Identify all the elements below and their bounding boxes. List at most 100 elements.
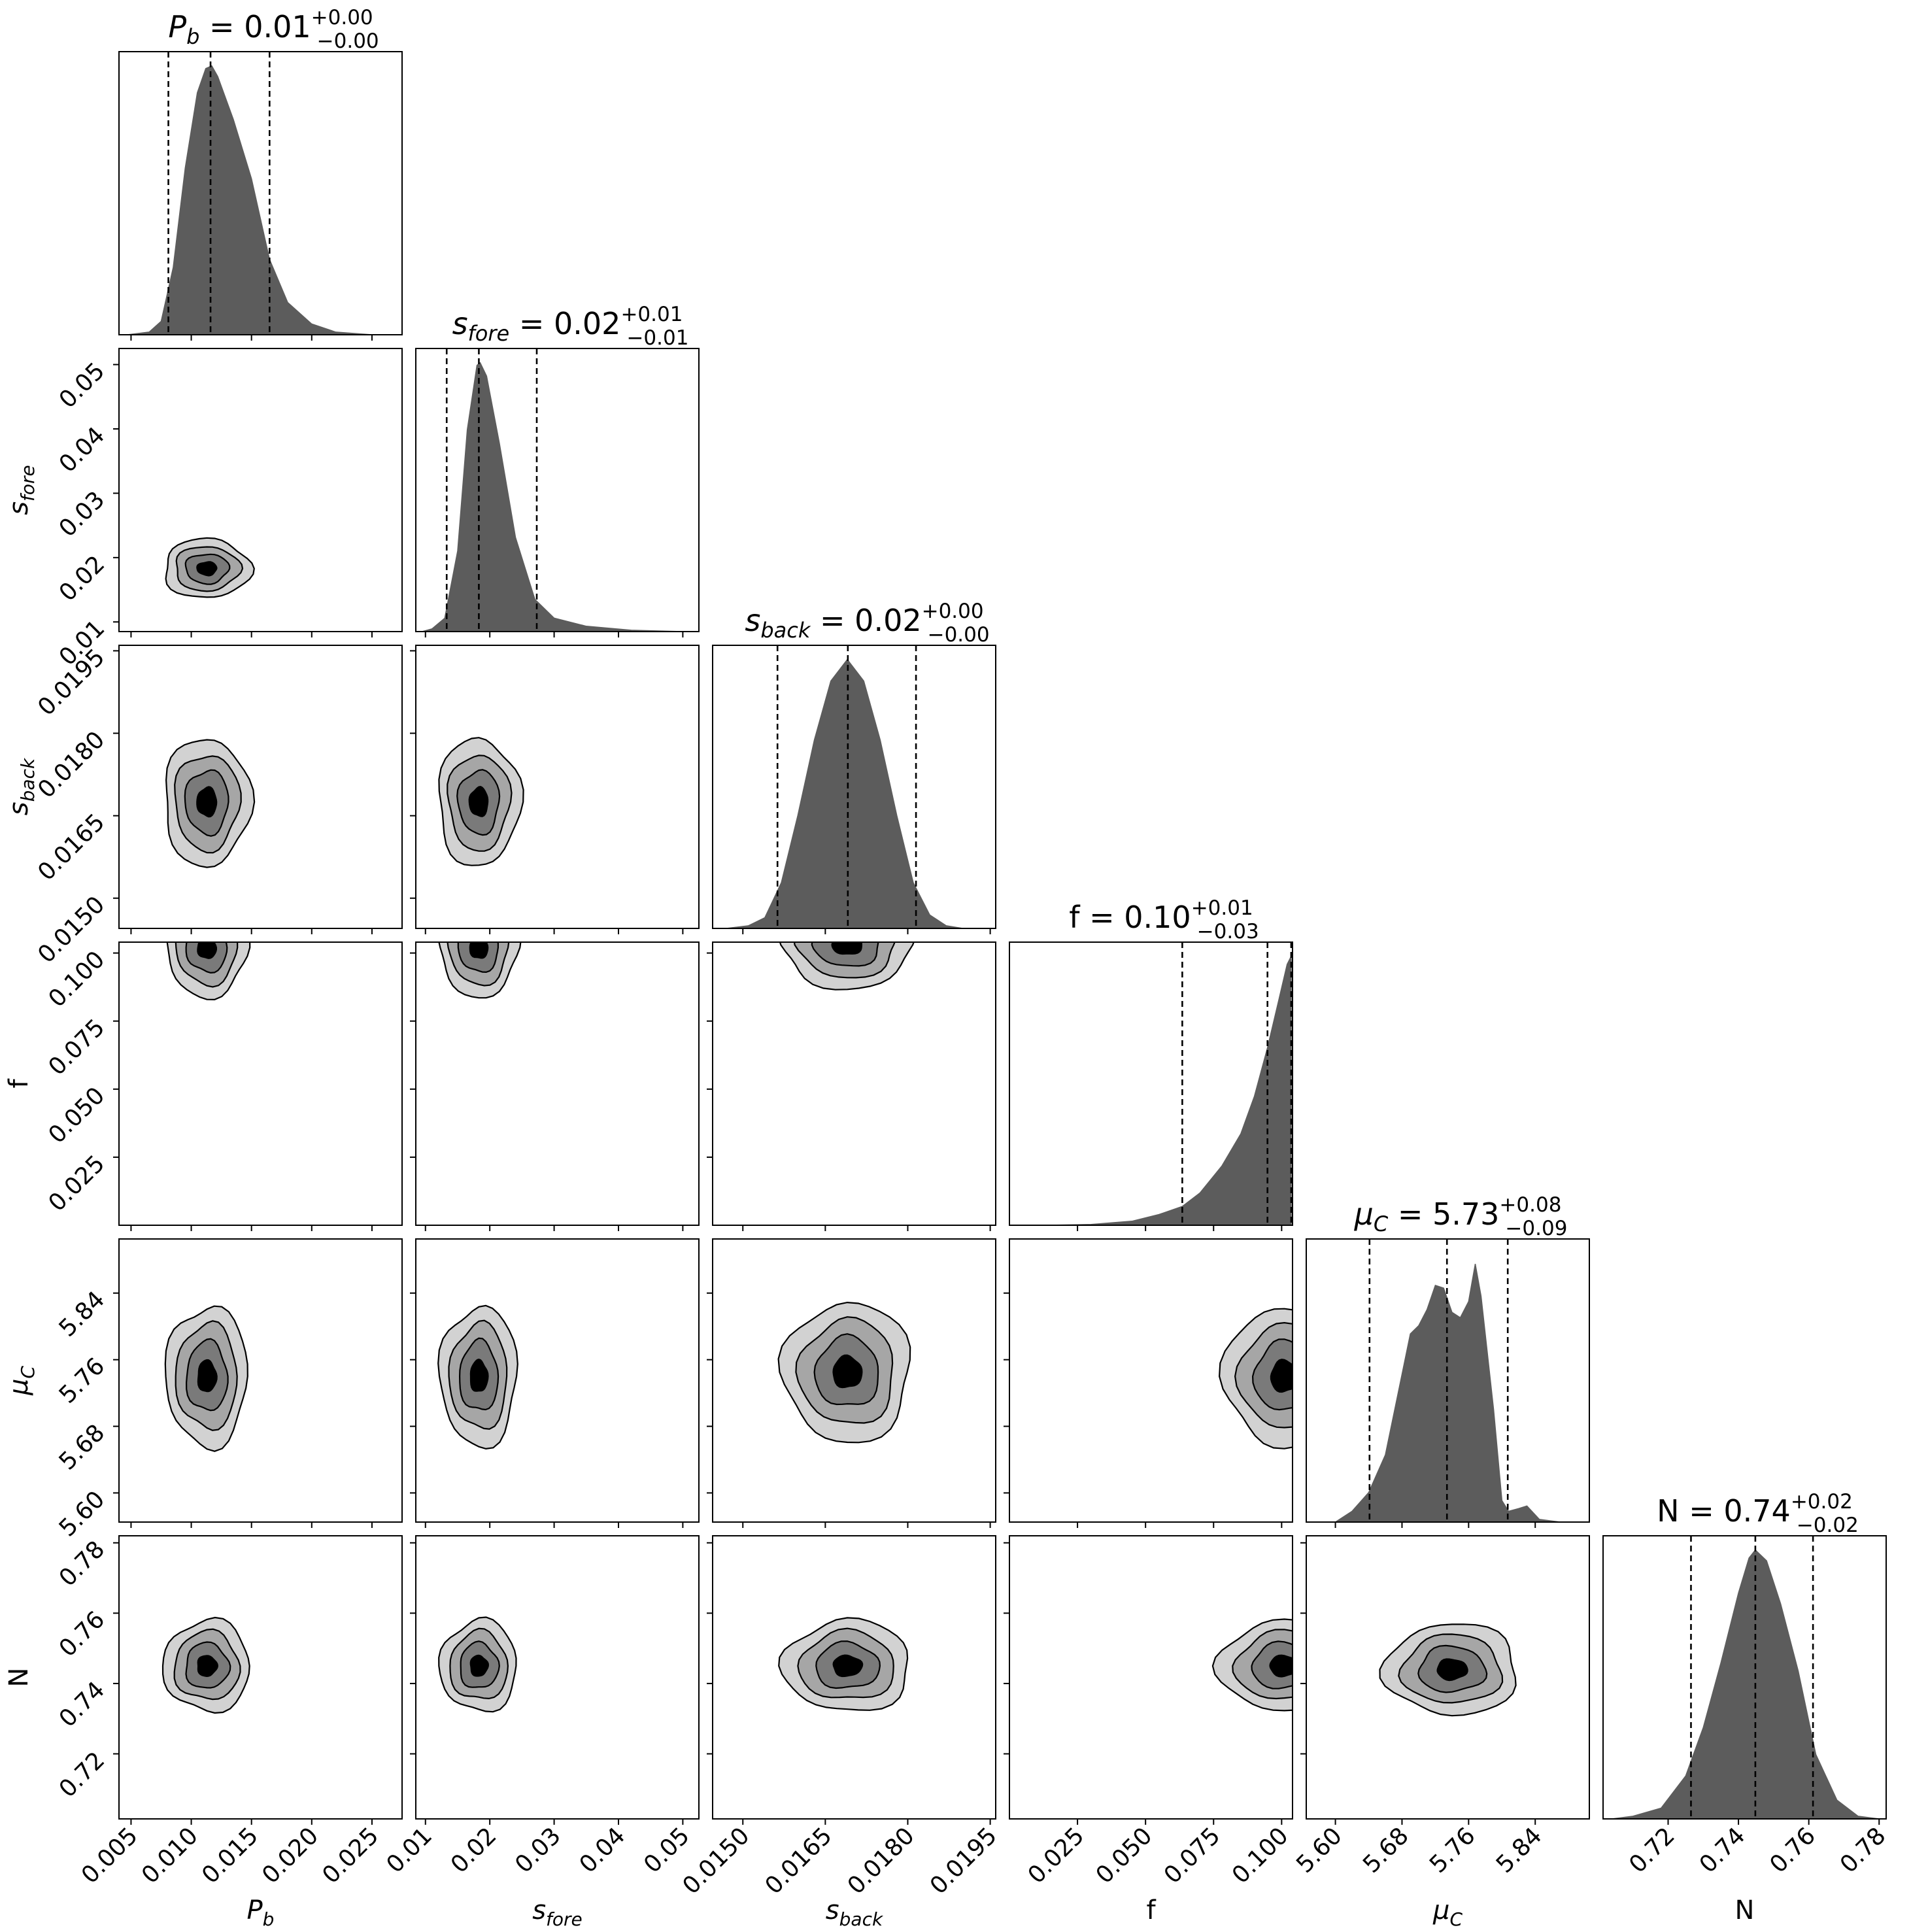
contours-muC-sback	[777, 1301, 911, 1444]
contour-level-3	[469, 1359, 489, 1392]
x-axis-label-muC: μC	[1432, 1895, 1463, 1930]
contours-f-sfore	[438, 942, 522, 999]
x-tick-label-sback-0: 0.0150	[678, 1822, 755, 1899]
joint-panel-sback-Pb	[165, 739, 256, 868]
contours-N-Pb	[161, 1616, 250, 1714]
joint-panel-muC-f	[1218, 1308, 1293, 1449]
title-sfore: sfore = 0.02+0.01 −0.01	[452, 303, 689, 350]
contour-level-3	[468, 786, 489, 817]
x-tick-label-f-0: 0.025	[1023, 1822, 1090, 1889]
marginal-panel-sback: sback = 0.02+0.00 −0.00	[726, 600, 990, 929]
joint-panel-N-muC	[1379, 1623, 1517, 1717]
y-tick-label-N-0: 0.72	[54, 1747, 110, 1803]
x-tick-label-Pb-1: 0.010	[137, 1822, 203, 1889]
panel-frame-5-5	[1602, 1535, 1887, 1820]
x-axis-f: 0.025 0.050 0.075 0.100 f	[1023, 1822, 1294, 1925]
x-axis-label-N: N	[1735, 1895, 1755, 1925]
panel-frame-1-0	[118, 348, 403, 632]
panel-frame-4-2	[712, 1238, 996, 1523]
y-tick-label-muC-0: 5.60	[54, 1486, 110, 1542]
y-axis-label-N: N	[4, 1668, 34, 1687]
x-axis-label-sfore: sfore	[532, 1895, 583, 1930]
contours-muC-sfore	[437, 1304, 518, 1450]
title-Pb: Pb = 0.01+0.00 −0.00	[168, 6, 379, 53]
x-tick-label-sfore-3: 0.04	[575, 1822, 631, 1878]
contours-sback-sfore	[438, 737, 524, 866]
contours-N-muC	[1379, 1623, 1517, 1717]
contours-N-sback	[778, 1617, 909, 1711]
title-N: N = 0.74+0.02 −0.02	[1657, 1490, 1859, 1537]
panel-frame-4-1	[415, 1238, 700, 1523]
x-tick-label-sfore-1: 0.02	[446, 1822, 502, 1878]
x-tick-label-muC-3: 5.84	[1491, 1822, 1547, 1878]
y-tick-label-sfore-1: 0.02	[54, 551, 110, 607]
panel-frame-3-0	[118, 941, 403, 1226]
contour-level-3	[831, 942, 863, 955]
panel-frame-3-2	[712, 941, 996, 1226]
panel-frame-2-1	[415, 645, 700, 929]
contour-level-3	[1270, 1359, 1293, 1393]
y-axis-label-sback: sback	[4, 757, 39, 815]
joint-panel-muC-sback	[777, 1301, 911, 1444]
x-axis-label-Pb: Pb	[247, 1895, 275, 1930]
joint-panel-N-sback	[778, 1617, 909, 1711]
histogram-muC	[1335, 1263, 1561, 1523]
joint-panel-f-Pb	[166, 942, 251, 1001]
contours-f-sback	[779, 942, 915, 991]
panel-frame-0-0	[118, 51, 403, 335]
x-tick-label-Pb-4: 0.025	[317, 1822, 384, 1889]
y-tick-label-muC-3: 5.84	[54, 1286, 110, 1342]
panel-frame-5-1	[415, 1535, 700, 1820]
y-axis-muC: 5.60 5.68 5.76 5.84 μC	[4, 1286, 110, 1542]
contour-level-3	[469, 942, 489, 959]
marginal-panel-Pb: Pb = 0.01+0.00 −0.00	[127, 6, 379, 335]
contours-sback-Pb	[165, 739, 256, 868]
x-tick-label-N-1: 0.74	[1695, 1822, 1751, 1878]
y-tick-label-f-0: 0.025	[43, 1150, 110, 1217]
x-tick-label-Pb-2: 0.015	[197, 1822, 263, 1889]
panel-frame-4-0	[118, 1238, 403, 1523]
x-tick-label-sfore-0: 0.01	[381, 1822, 437, 1878]
joint-panel-N-Pb	[161, 1616, 250, 1714]
y-tick-label-f-1: 0.050	[43, 1082, 110, 1149]
contour-level-3	[469, 1654, 489, 1677]
joint-panel-f-sfore	[438, 942, 522, 999]
x-tick-label-sfore-4: 0.05	[639, 1822, 695, 1878]
contour-level-3	[196, 786, 218, 818]
title-muC: μC = 5.73+0.08 −0.09	[1354, 1193, 1568, 1240]
x-tick-label-N-3: 0.78	[1835, 1822, 1891, 1878]
panel-frame-5-3	[1009, 1535, 1293, 1820]
contour-level-3	[197, 942, 217, 959]
y-tick-label-sfore-3: 0.04	[54, 422, 110, 478]
marginal-panel-sfore: sfore = 0.02+0.01 −0.01	[422, 303, 689, 632]
contours-f-Pb	[166, 942, 251, 1001]
panel-frame-4-4	[1306, 1238, 1590, 1523]
contours-sfore-Pb	[165, 537, 255, 598]
x-tick-label-f-1: 0.050	[1091, 1822, 1158, 1889]
x-axis-label-sback: sback	[826, 1895, 884, 1930]
joint-panel-N-f	[1211, 1618, 1293, 1712]
joint-panel-muC-sfore	[437, 1304, 518, 1450]
y-tick-label-N-3: 0.78	[54, 1536, 110, 1592]
x-axis-sback: 0.0150 0.0165 0.0180 0.0195 sback	[678, 1822, 1002, 1930]
x-tick-label-Pb-3: 0.020	[257, 1822, 324, 1889]
x-axis-muC: 5.60 5.68 5.76 5.84 μC	[1291, 1822, 1547, 1930]
marginal-panel-f: f = 0.10+0.01 −0.03	[1047, 896, 1293, 1226]
contour-level-3	[1436, 1658, 1468, 1682]
y-axis-label-f: f	[4, 1079, 34, 1089]
y-tick-label-N-1: 0.74	[54, 1676, 110, 1733]
x-axis-label-f: f	[1146, 1895, 1156, 1925]
y-tick-label-f-2: 0.075	[43, 1014, 110, 1081]
contour-level-3	[832, 1654, 864, 1678]
joint-panel-N-sfore	[438, 1616, 517, 1713]
y-axis-label-muC: μC	[4, 1366, 39, 1396]
marginal-panel-N: N = 0.74+0.02 −0.02	[1612, 1490, 1880, 1820]
panel-frame-4-3	[1009, 1238, 1293, 1523]
contours-N-sfore	[438, 1616, 517, 1713]
contour-level-3	[1269, 1654, 1293, 1678]
contour-level-3	[196, 561, 218, 577]
contours-muC-Pb	[164, 1305, 248, 1452]
